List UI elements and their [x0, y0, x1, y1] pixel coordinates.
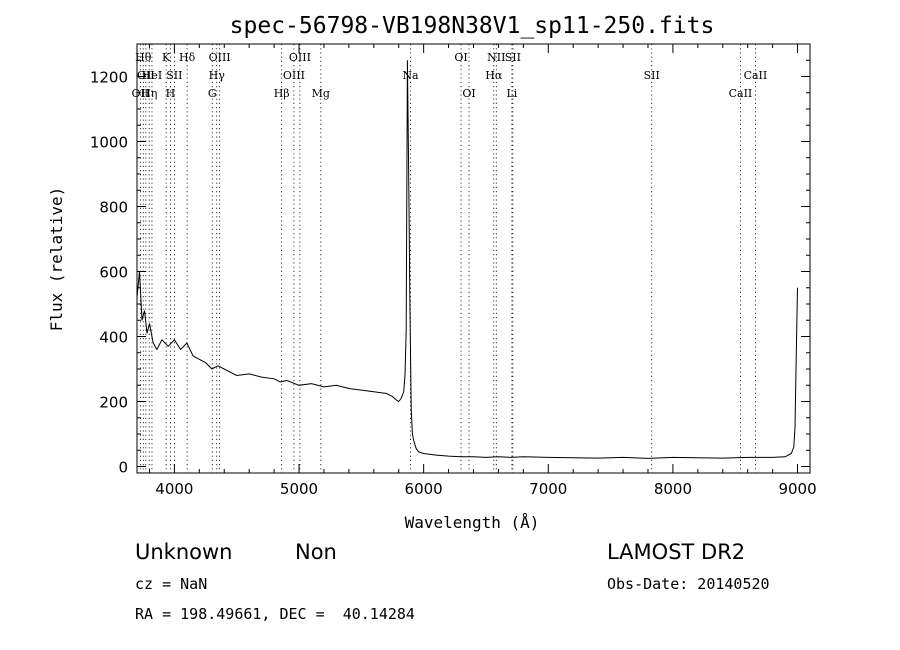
object-class: Unknown — [135, 540, 233, 564]
y-tick-label: 600 — [99, 264, 128, 282]
survey-name: LAMOST DR2 — [607, 540, 746, 564]
observation-date: Obs-Date: 20140520 — [607, 575, 770, 593]
x-axis-label: Wavelength (Å) — [405, 513, 540, 532]
y-tick-label: 200 — [99, 394, 128, 412]
x-tick-label: 8000 — [654, 480, 692, 498]
x-tick-label: 9000 — [778, 480, 816, 498]
y-tick-label: 0 — [118, 459, 128, 477]
plot-axes: 4000 5000 6000 7000 8000 9000 0 200 400 600 800 100… — [90, 43, 817, 498]
spectral-line-label: OIII — [209, 51, 231, 64]
x-tick-label: 7000 — [529, 480, 567, 498]
spectral-line-label: H — [166, 87, 176, 100]
spectral-line-label: OII — [137, 69, 155, 82]
y-tick-label: 1200 — [90, 69, 128, 87]
y-tick-label: 400 — [99, 329, 128, 347]
y-axis-label: Flux (relative) — [47, 187, 66, 332]
redshift-cz: cz = NaN — [135, 575, 208, 593]
chart-title: spec-56798-VB198N38V1_sp11-250.fits — [230, 13, 715, 39]
spectral-line-label: OI — [462, 87, 475, 100]
plot-frame — [136, 43, 811, 474]
spectral-line-label: NII — [487, 51, 505, 64]
spectral-line-label: K — [162, 51, 171, 64]
spectral-line-label: CaII — [729, 87, 753, 100]
spectral-line-label: SII — [644, 69, 660, 82]
y-tick-label: 1000 — [90, 134, 128, 152]
object-subclass: Non — [295, 540, 337, 564]
spectral-line-label: OII — [132, 87, 150, 100]
spectral-line-label: Hδ — [179, 51, 196, 64]
spectral-line-label: Hη — [141, 87, 157, 100]
spectral-line-label: Na — [402, 69, 419, 82]
spectral-line-markers: OIIHθOIIHηHeIKHSIIHδGHγOIIIHβOIIIOIIIMgN… — [132, 44, 768, 473]
x-tick-label: 4000 — [155, 480, 193, 498]
spectral-line-label: Hα — [485, 69, 503, 82]
coordinates: RA = 198.49661, DEC = 40.14284 — [135, 605, 415, 623]
spectral-line-label: CaII — [744, 69, 768, 82]
spectral-line-label: HeI — [142, 69, 162, 82]
x-tick-label: 6000 — [405, 480, 443, 498]
spectral-line-label: SII — [166, 69, 182, 82]
spectral-line-label: Mg — [312, 87, 330, 100]
x-tick-label: 5000 — [280, 480, 318, 498]
spectral-line-label: G — [208, 87, 217, 100]
spectrum-series — [136, 60, 798, 459]
spectral-line-label: SII — [505, 51, 521, 64]
spectral-line-label: OIII — [289, 51, 311, 64]
spectral-line-label: Hγ — [209, 69, 226, 82]
y-tick-label: 800 — [99, 199, 128, 217]
spectral-line-label: OI — [454, 51, 467, 64]
spectral-line-label: OIII — [283, 69, 305, 82]
spectral-line-label: Li — [506, 87, 517, 100]
spectral-line-label: Hβ — [274, 87, 290, 100]
spectrum-line — [136, 60, 798, 459]
